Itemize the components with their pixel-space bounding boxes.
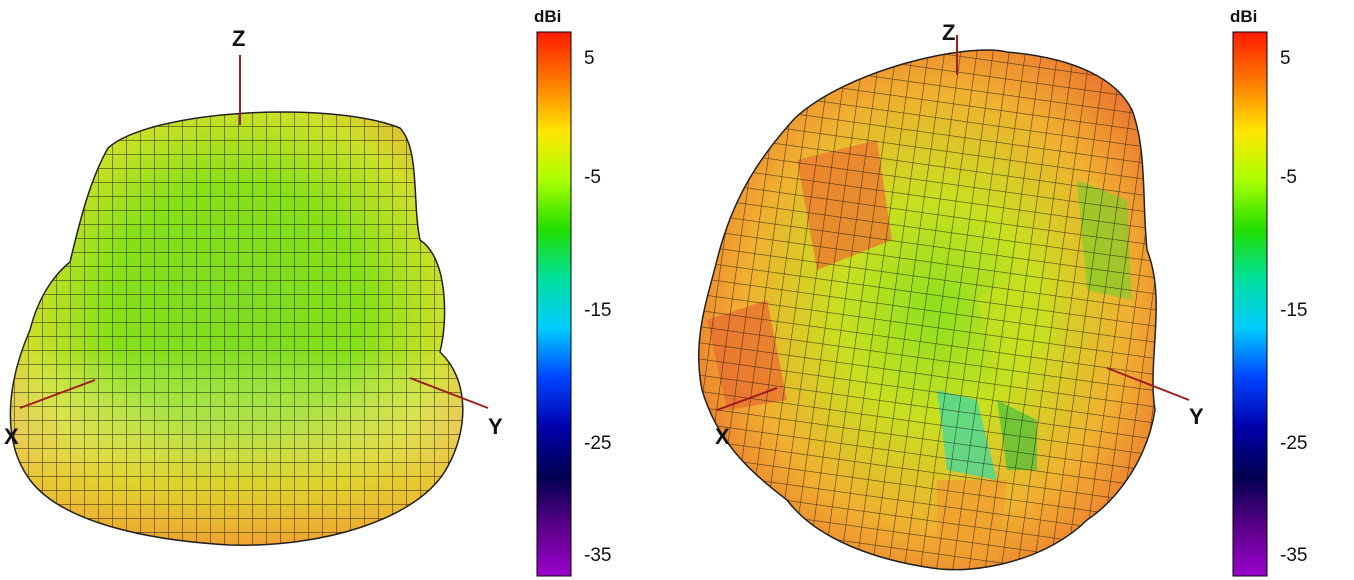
axis-label-z: Z xyxy=(232,26,245,51)
colorbar-tick: -35 xyxy=(584,545,611,566)
pattern-surface-right xyxy=(697,49,1157,571)
axis-label-y: Y xyxy=(1189,404,1204,429)
colorbar-tick: -5 xyxy=(1280,167,1297,188)
colorbar-gradient xyxy=(1232,31,1268,577)
surface-patches-right xyxy=(698,49,1157,570)
axis-label-x: X xyxy=(4,424,19,449)
colorbar-unit: dBi xyxy=(1230,7,1257,26)
axis-label-y: Y xyxy=(488,414,503,439)
colorbar-tick: 5 xyxy=(1280,48,1291,69)
colorbar-unit: dBi xyxy=(534,7,561,26)
colorbar-tick: -35 xyxy=(1280,545,1307,566)
colorbar-tick: -25 xyxy=(584,433,611,454)
axis-label-z: Z xyxy=(942,20,955,45)
colorbar-tick: -15 xyxy=(584,300,611,321)
colorbar-tick: -25 xyxy=(1280,433,1307,454)
colorbar-gradient xyxy=(536,31,572,577)
colorbar-right: dBi 5 -5 -15 -25 -35 xyxy=(1230,7,1307,577)
pattern-plot-right: Z X Y dBi 5 -5 -15 -25 -35 xyxy=(697,7,1307,577)
axis-lines-right xyxy=(716,35,1190,411)
colorbar-left: dBi 5 -5 -15 -25 -35 xyxy=(534,7,611,577)
pattern-plot-left: Z X Y dBi 5 -5 -15 -25 -35 xyxy=(4,7,611,577)
radiation-pattern-left: Z X Y dBi 5 -5 -15 -25 -35 xyxy=(4,7,611,577)
colorbar-tick: -5 xyxy=(584,167,601,188)
colorbar-tick: -15 xyxy=(1280,300,1307,321)
axis-label-x: X xyxy=(715,424,730,449)
colorbar-tick: 5 xyxy=(584,48,595,69)
axis-lines-left xyxy=(19,55,489,409)
mesh-grid-left xyxy=(10,111,463,546)
pattern-surface-left xyxy=(9,111,464,546)
radiation-pattern-right: Z X Y dBi 5 -5 -15 -25 -35 xyxy=(677,0,1354,580)
